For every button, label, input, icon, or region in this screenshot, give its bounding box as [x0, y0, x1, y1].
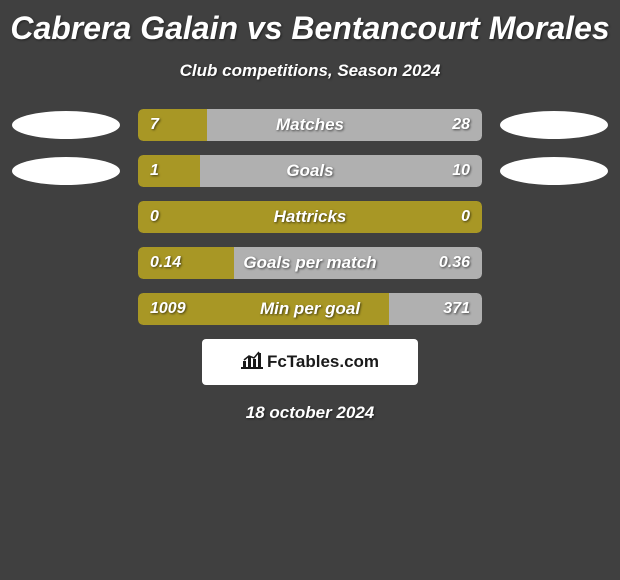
page-title: Cabrera Galain vs Bentancourt Morales	[0, 0, 620, 47]
stat-bar: 1009 371 Min per goal	[138, 293, 482, 325]
player-oval-right	[500, 111, 608, 139]
stat-row: 0.14 0.36 Goals per match	[0, 247, 620, 279]
stat-value-right: 28	[452, 116, 470, 134]
player-oval-right	[500, 157, 608, 185]
bar-segment-right	[207, 109, 482, 141]
stat-value-right: 0	[461, 208, 470, 226]
stat-value-right: 10	[452, 162, 470, 180]
stat-row: 1009 371 Min per goal	[0, 293, 620, 325]
stat-bar: 0.14 0.36 Goals per match	[138, 247, 482, 279]
logo-box: FcTables.com	[202, 339, 418, 385]
stat-value-right: 0.36	[439, 254, 470, 272]
logo-text: FcTables.com	[267, 352, 379, 372]
stat-label: Goals	[286, 161, 333, 181]
stat-value-left: 1009	[150, 300, 186, 318]
stats-container: 7 28 Matches 1 10 Goals 0 0 Hattricks 0.14 0.36 Goa…	[0, 109, 620, 325]
stat-label: Hattricks	[274, 207, 347, 227]
bar-segment-left	[138, 155, 200, 187]
stat-row: 1 10 Goals	[0, 155, 620, 187]
bar-segment-left	[138, 109, 207, 141]
stat-bar: 0 0 Hattricks	[138, 201, 482, 233]
stat-value-left: 1	[150, 162, 159, 180]
stat-row: 0 0 Hattricks	[0, 201, 620, 233]
subtitle: Club competitions, Season 2024	[0, 61, 620, 81]
player-oval-left	[12, 157, 120, 185]
bar-segment-right	[200, 155, 482, 187]
date-text: 18 october 2024	[0, 403, 620, 423]
stat-value-left: 7	[150, 116, 159, 134]
stat-label: Goals per match	[243, 253, 376, 273]
stat-row: 7 28 Matches	[0, 109, 620, 141]
stat-value-right: 371	[443, 300, 470, 318]
stat-value-left: 0.14	[150, 254, 181, 272]
chart-icon	[241, 351, 263, 374]
stat-bar: 1 10 Goals	[138, 155, 482, 187]
stat-bar: 7 28 Matches	[138, 109, 482, 141]
stat-label: Matches	[276, 115, 344, 135]
stat-value-left: 0	[150, 208, 159, 226]
stat-label: Min per goal	[260, 299, 360, 319]
player-oval-left	[12, 111, 120, 139]
